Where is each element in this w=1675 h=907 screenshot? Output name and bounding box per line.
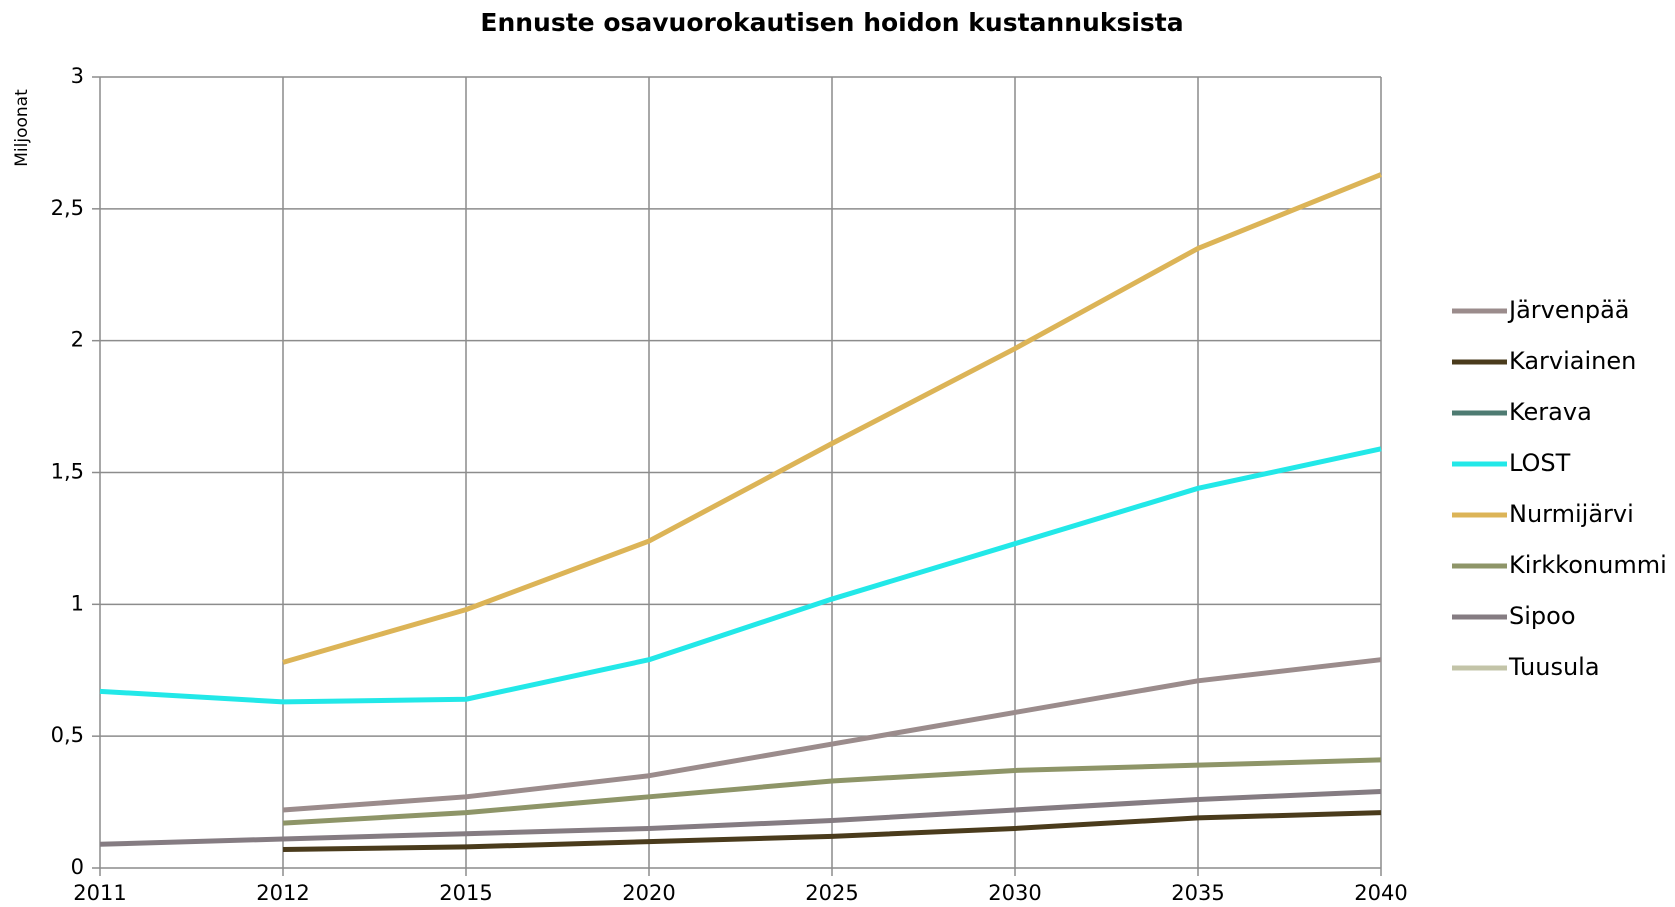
x-tick-label: 2040 bbox=[1354, 881, 1407, 905]
series-line bbox=[282, 172, 1382, 665]
y-tick-label: 0 bbox=[71, 855, 84, 879]
y-tick-label: 2,5 bbox=[51, 196, 84, 220]
chart-title: Ennuste osavuorokautisen hoidon kustannu… bbox=[480, 8, 1183, 37]
legend-label: Karviainen bbox=[1509, 347, 1636, 375]
series-line bbox=[99, 789, 1382, 847]
legend-label: Sipoo bbox=[1509, 602, 1576, 630]
x-tick-label: 2011 bbox=[73, 881, 126, 905]
y-tick-label: 2 bbox=[71, 328, 84, 352]
x-tick-label: 2030 bbox=[988, 881, 1041, 905]
y-tick-label: 1,5 bbox=[51, 460, 84, 484]
series-line bbox=[282, 757, 1382, 826]
series-line bbox=[282, 810, 1382, 853]
y-tick-label: 0,5 bbox=[51, 723, 84, 747]
x-tick-label: 2020 bbox=[622, 881, 675, 905]
legend-label: Tuusula bbox=[1508, 653, 1600, 681]
series-line bbox=[282, 657, 1382, 813]
legend-label: LOST bbox=[1509, 449, 1571, 477]
y-axis-title: Miljoonat bbox=[12, 89, 32, 167]
legend-label: Järvenpää bbox=[1507, 296, 1629, 324]
x-tick-label: 2012 bbox=[256, 881, 309, 905]
series-line bbox=[99, 446, 1382, 705]
legend-label: Nurmijärvi bbox=[1509, 500, 1634, 528]
x-tick-label: 2025 bbox=[805, 881, 858, 905]
y-tick-label: 1 bbox=[71, 591, 84, 615]
x-tick-label: 2015 bbox=[439, 881, 492, 905]
legend-label: Kirkkonummi bbox=[1509, 551, 1667, 579]
x-tick-label: 2035 bbox=[1171, 881, 1224, 905]
legend-label: Kerava bbox=[1509, 398, 1592, 426]
y-tick-label: 3 bbox=[71, 64, 84, 88]
